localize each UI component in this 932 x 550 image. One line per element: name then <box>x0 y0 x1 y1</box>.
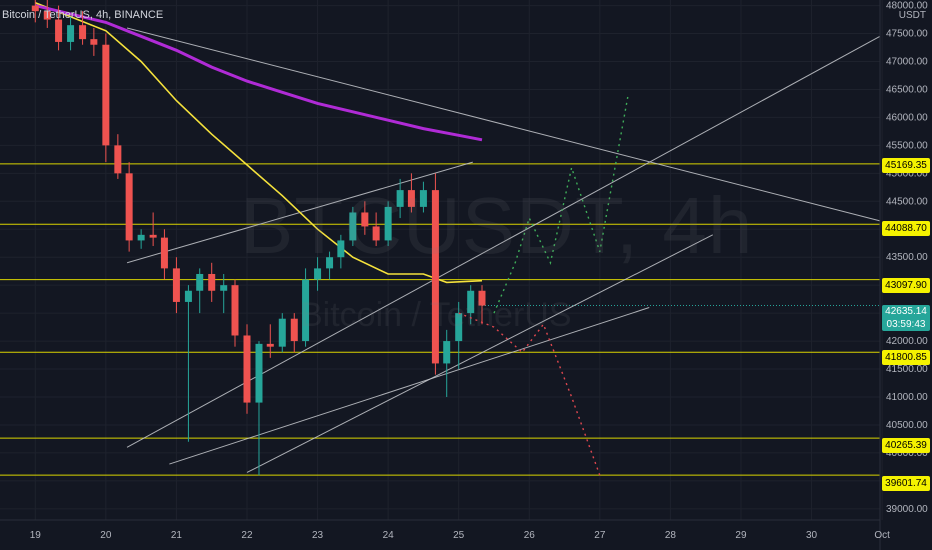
x-tick-label: 26 <box>524 530 536 541</box>
candle-body <box>231 285 239 336</box>
x-tick-label: 29 <box>735 530 747 541</box>
candle-body <box>326 257 334 269</box>
candle-body <box>407 190 415 207</box>
candle-body <box>431 190 439 364</box>
x-tick-label: 24 <box>383 530 395 541</box>
candle-body <box>337 240 345 258</box>
x-axis-ticks: 19 20 21 22 23 24 25 26 27 28 29 30 Oct <box>30 530 890 541</box>
current-price-label: 42635.14 03:59:43 <box>882 305 930 331</box>
grid-lines <box>0 0 883 520</box>
x-tick-label: 30 <box>806 530 818 541</box>
x-tick-label: 28 <box>665 530 677 541</box>
candle-body <box>114 145 122 174</box>
level-label: 41800.85 <box>882 350 930 365</box>
y-tick-label: 44500.00 <box>886 196 928 207</box>
candle-body <box>67 25 75 42</box>
candle-body <box>349 212 357 241</box>
candle-body <box>208 273 216 291</box>
y-tick-label: 46500.00 <box>886 84 928 95</box>
level-label: 39601.74 <box>882 476 930 491</box>
candle-body <box>220 285 228 291</box>
y-tick-label: 47500.00 <box>886 29 928 40</box>
symbol-header: Bitcoin / TetherUS, 4h, BINANCE <box>2 9 164 21</box>
candle-body <box>125 173 133 241</box>
trendline <box>126 35 881 448</box>
candle-body <box>419 190 427 207</box>
candle-body <box>31 5 39 12</box>
candle-body <box>255 343 263 403</box>
watermark-name: Bitcoin / TetherUS <box>300 296 572 334</box>
candle-body <box>184 290 192 302</box>
candle-body <box>478 290 486 306</box>
candle-body <box>278 318 286 347</box>
y-tick-label: 45500.00 <box>886 140 928 151</box>
candle-body <box>314 268 322 280</box>
y-tick-label: 43500.00 <box>886 252 928 263</box>
y-tick-label: 40000.00 <box>886 448 928 459</box>
projections <box>458 94 629 476</box>
candle-body <box>90 39 98 45</box>
candle-body <box>384 206 392 241</box>
x-tick-label: 21 <box>171 530 183 541</box>
candle-body <box>396 190 404 207</box>
candle-body <box>372 226 380 241</box>
candle-body <box>79 25 87 40</box>
horizontal-levels <box>0 163 880 476</box>
candle-body <box>172 268 180 302</box>
level-label: 43097.90 <box>882 278 930 293</box>
y-tick-label: 42000.00 <box>886 336 928 347</box>
candle-body <box>149 234 157 238</box>
current-price-value: 42635.14 <box>885 306 927 317</box>
axis-unit: USDT <box>898 10 926 21</box>
candles <box>31 0 486 476</box>
trendline <box>169 307 650 465</box>
candle-body <box>43 11 51 20</box>
y-tick-label: 39000.00 <box>886 504 928 515</box>
candle-body <box>302 279 310 342</box>
candle-body <box>361 212 369 227</box>
x-tick-label: 25 <box>453 530 465 541</box>
candle-body <box>160 237 168 269</box>
candle-body <box>455 313 463 342</box>
y-tick-label: 45000.00 <box>886 168 928 179</box>
moving-averages <box>34 2 483 284</box>
x-tick-label: 22 <box>241 530 253 541</box>
y-tick-label: 41500.00 <box>886 364 928 375</box>
candle-body <box>443 341 451 364</box>
moving-average-line <box>35 2 483 284</box>
trendline <box>126 27 881 222</box>
level-label: 44088.70 <box>882 221 930 236</box>
candle-body <box>266 343 274 347</box>
moving-average-line <box>34 4 483 142</box>
candle-body <box>467 290 475 314</box>
x-tick-label: 27 <box>594 530 606 541</box>
candle-body <box>55 19 63 42</box>
candle-body <box>196 273 204 291</box>
watermark-symbol: BTCUSDT, 4h <box>240 181 754 270</box>
y-tick-label: 46000.00 <box>886 112 928 123</box>
projection-up-path <box>493 94 629 314</box>
candle-body <box>290 318 298 342</box>
candle-countdown: 03:59:43 <box>886 319 926 330</box>
level-label: 40265.39 <box>882 438 930 453</box>
trendline <box>246 234 713 473</box>
x-tick-label: 19 <box>30 530 42 541</box>
candle-body <box>137 234 145 241</box>
x-tick-label: 20 <box>100 530 112 541</box>
trendlines <box>126 27 881 473</box>
x-tick-label: Oct <box>874 530 890 541</box>
y-tick-label: 41000.00 <box>886 392 928 403</box>
y-tick-label: 48000.00 <box>886 1 928 12</box>
candle-body <box>102 44 110 146</box>
projection-down-path <box>458 312 601 476</box>
x-tick-label: 23 <box>312 530 324 541</box>
y-tick-label: 47000.00 <box>886 57 928 68</box>
level-label: 45169.35 <box>882 158 930 173</box>
candle-body <box>243 335 251 403</box>
y-tick-label: 40500.00 <box>886 420 928 431</box>
